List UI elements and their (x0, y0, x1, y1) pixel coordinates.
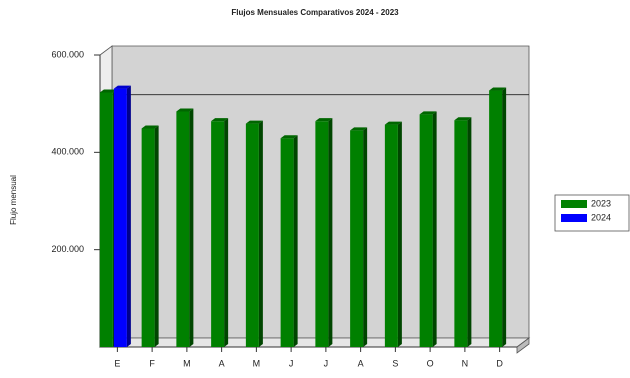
x-tick-label: S (392, 358, 398, 368)
bar-shine (179, 111, 183, 347)
bar (113, 88, 127, 347)
bar-side (502, 87, 507, 347)
bar-top (280, 135, 298, 139)
x-tick-label: J (289, 358, 294, 368)
x-tick-label: F (149, 358, 155, 368)
y-tick-label: 400.000 (51, 147, 84, 157)
bar-shine (248, 123, 252, 348)
bar-side (258, 120, 263, 348)
bar-shine (214, 121, 218, 347)
legend-label: 2024 (591, 212, 611, 222)
bar-top (384, 121, 402, 125)
x-tick-label: N (462, 358, 469, 368)
bar-top (315, 118, 333, 122)
x-tick-label: M (253, 358, 261, 368)
y-tick-label: 200.000 (51, 244, 84, 254)
bar-shine (387, 124, 391, 348)
legend-label: 2023 (591, 198, 611, 208)
bar-top (245, 120, 263, 124)
bar-shine (144, 128, 148, 347)
bar (141, 128, 155, 347)
right-edge (516, 337, 530, 354)
bar-top (454, 117, 472, 121)
bar (384, 124, 398, 348)
bar (245, 123, 259, 348)
x-tick-label: A (219, 358, 225, 368)
bar-shine (318, 121, 322, 347)
bar-shine (492, 90, 496, 347)
legend-swatch (561, 214, 587, 222)
bar-shine (283, 138, 287, 347)
bar-side (432, 111, 437, 347)
bar-side (397, 121, 402, 348)
bar (99, 92, 113, 348)
bar (211, 121, 225, 347)
bar-side (126, 85, 131, 347)
bar-top (489, 87, 507, 91)
x-tick-label: D (496, 358, 503, 368)
bar-shine (116, 88, 120, 347)
x-tick-label: M (183, 358, 191, 368)
bar-top (350, 127, 368, 131)
bar (489, 90, 503, 347)
bar-side (467, 117, 472, 347)
bar-top (113, 85, 131, 89)
bar-side (154, 125, 159, 347)
bar-side (293, 135, 298, 347)
bar (280, 138, 294, 347)
bar-top (211, 118, 229, 122)
bar (454, 120, 468, 347)
x-tick-label: O (427, 358, 434, 368)
y-axis-label: Flujo mensual (9, 175, 18, 225)
x-tick-label: E (114, 358, 120, 368)
bar-side (328, 118, 333, 347)
x-tick-label: J (324, 358, 329, 368)
y-tick-label: 600.000 (51, 49, 84, 59)
bar-shine (422, 114, 426, 347)
bar (350, 130, 364, 347)
bar-shine (102, 92, 106, 348)
bar-side (189, 108, 194, 347)
bar (419, 114, 433, 347)
bar-top (99, 89, 117, 93)
x-tick-label: A (358, 358, 364, 368)
bar-shine (457, 120, 461, 347)
bar-top (141, 125, 159, 129)
bar (315, 121, 329, 347)
legend-swatch (561, 200, 587, 208)
bar (176, 111, 190, 347)
bar-top (176, 108, 194, 112)
bar-side (363, 127, 368, 347)
bar-shine (353, 130, 357, 347)
chart-title: Flujos Mensuales Comparativos 2024 - 202… (231, 8, 399, 17)
bar-top (419, 111, 437, 115)
bar-side (224, 118, 229, 347)
